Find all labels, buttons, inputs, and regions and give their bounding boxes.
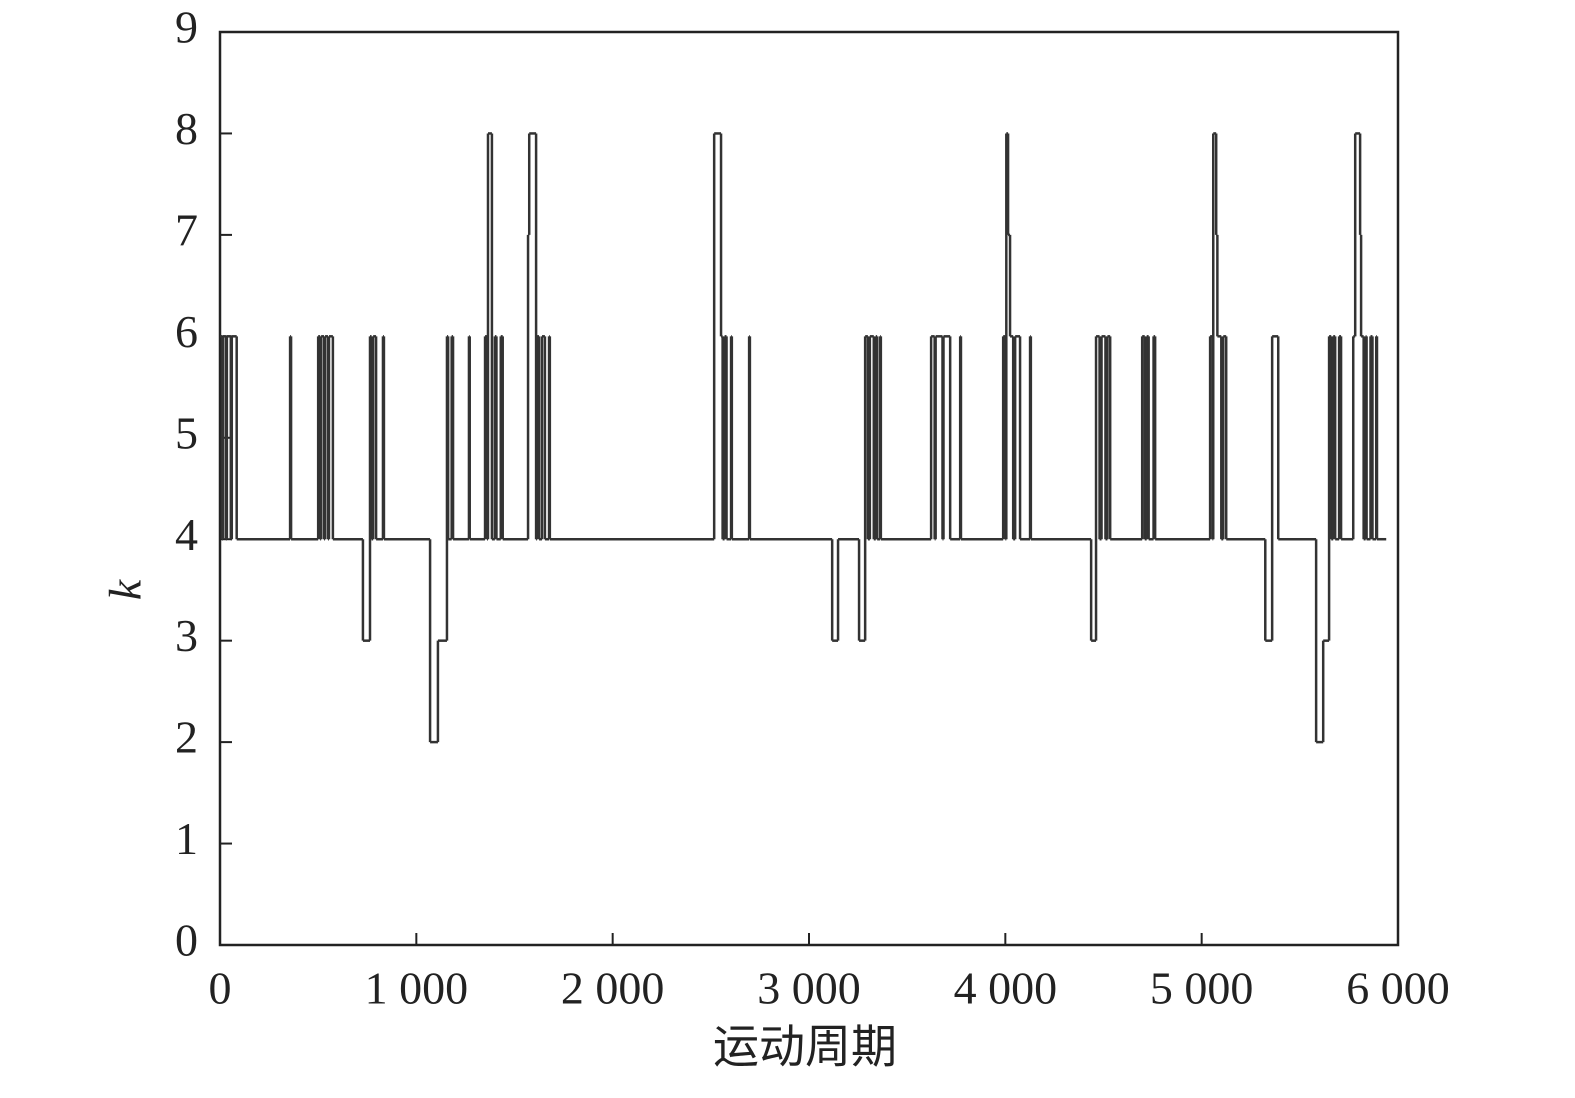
y-tick-label: 2 [175, 712, 198, 763]
y-tick-label: 1 [175, 813, 198, 864]
x-tick-label: 1 000 [365, 963, 469, 1014]
y-tick-label: 9 [175, 2, 198, 53]
x-tick-label: 5 000 [1150, 963, 1254, 1014]
y-tick-label: 8 [175, 103, 198, 154]
x-tick-label: 4 000 [954, 963, 1058, 1014]
x-axis-label: 运动周期 [713, 1022, 897, 1073]
x-tick-label: 0 [209, 963, 232, 1014]
x-tick-label: 6 000 [1346, 963, 1450, 1014]
y-tick-label: 7 [175, 204, 198, 255]
x-tick-label: 2 000 [561, 963, 665, 1014]
y-tick-label: 3 [175, 610, 198, 661]
x-tick-label: 3 000 [757, 963, 861, 1014]
y-tick-label: 4 [175, 509, 198, 560]
y-tick-label: 6 [175, 306, 198, 357]
y-tick-label: 5 [175, 407, 198, 458]
y-tick-label: 0 [175, 915, 198, 966]
y-axis-label: k [100, 578, 151, 600]
